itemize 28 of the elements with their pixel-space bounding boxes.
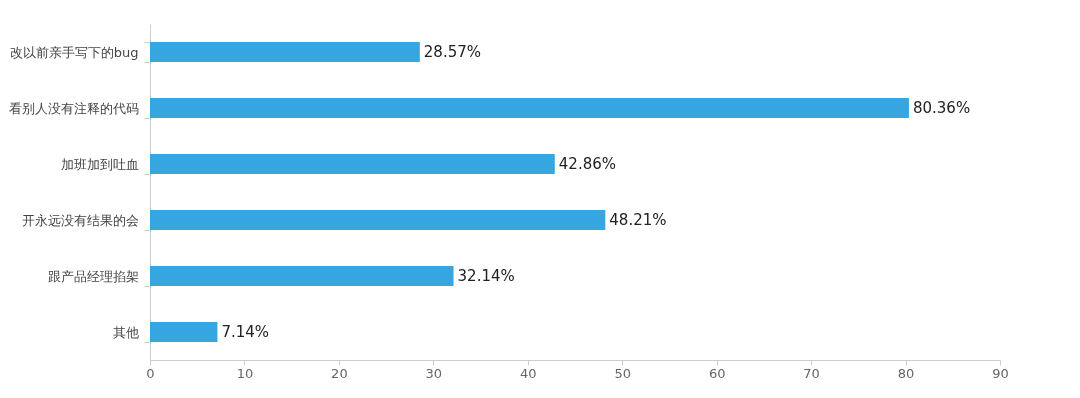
y-tick-label: 其他 [112,324,139,340]
y-tick-label: 改以前亲手写下的bug [9,44,139,60]
data-label: 7.14% [221,323,270,341]
x-tick-label: 20 [331,365,348,381]
x-tick-label: 80 [897,365,915,381]
bar [150,153,555,175]
x-tick-label: 50 [614,365,631,381]
y-tick-label: 看别人没有注释的代码 [8,100,139,116]
data-label: 42.86% [558,155,616,173]
x-tick-label: 60 [708,365,726,381]
y-tick-label: 跟产品经理掐架 [47,268,139,284]
y-tick-label: 开永远没有结果的会 [21,212,139,228]
x-tick-label: 10 [236,365,254,381]
bar [150,321,218,343]
x-tick-label: 0 [146,365,155,381]
x-tick-label: 70 [803,365,820,381]
bar [150,265,454,287]
data-label: 32.14% [457,267,515,285]
bar [150,41,420,63]
x-tick-label: 30 [425,365,443,381]
x-tick-label: 40 [520,365,537,381]
x-tick-label: 90 [992,365,1009,381]
y-tick-label: 加班加到吐血 [60,156,139,172]
data-label: 48.21% [609,211,667,229]
data-label: 80.36% [912,99,971,117]
bar [150,97,909,119]
bar [150,209,606,231]
data-label: 28.57% [423,43,482,61]
